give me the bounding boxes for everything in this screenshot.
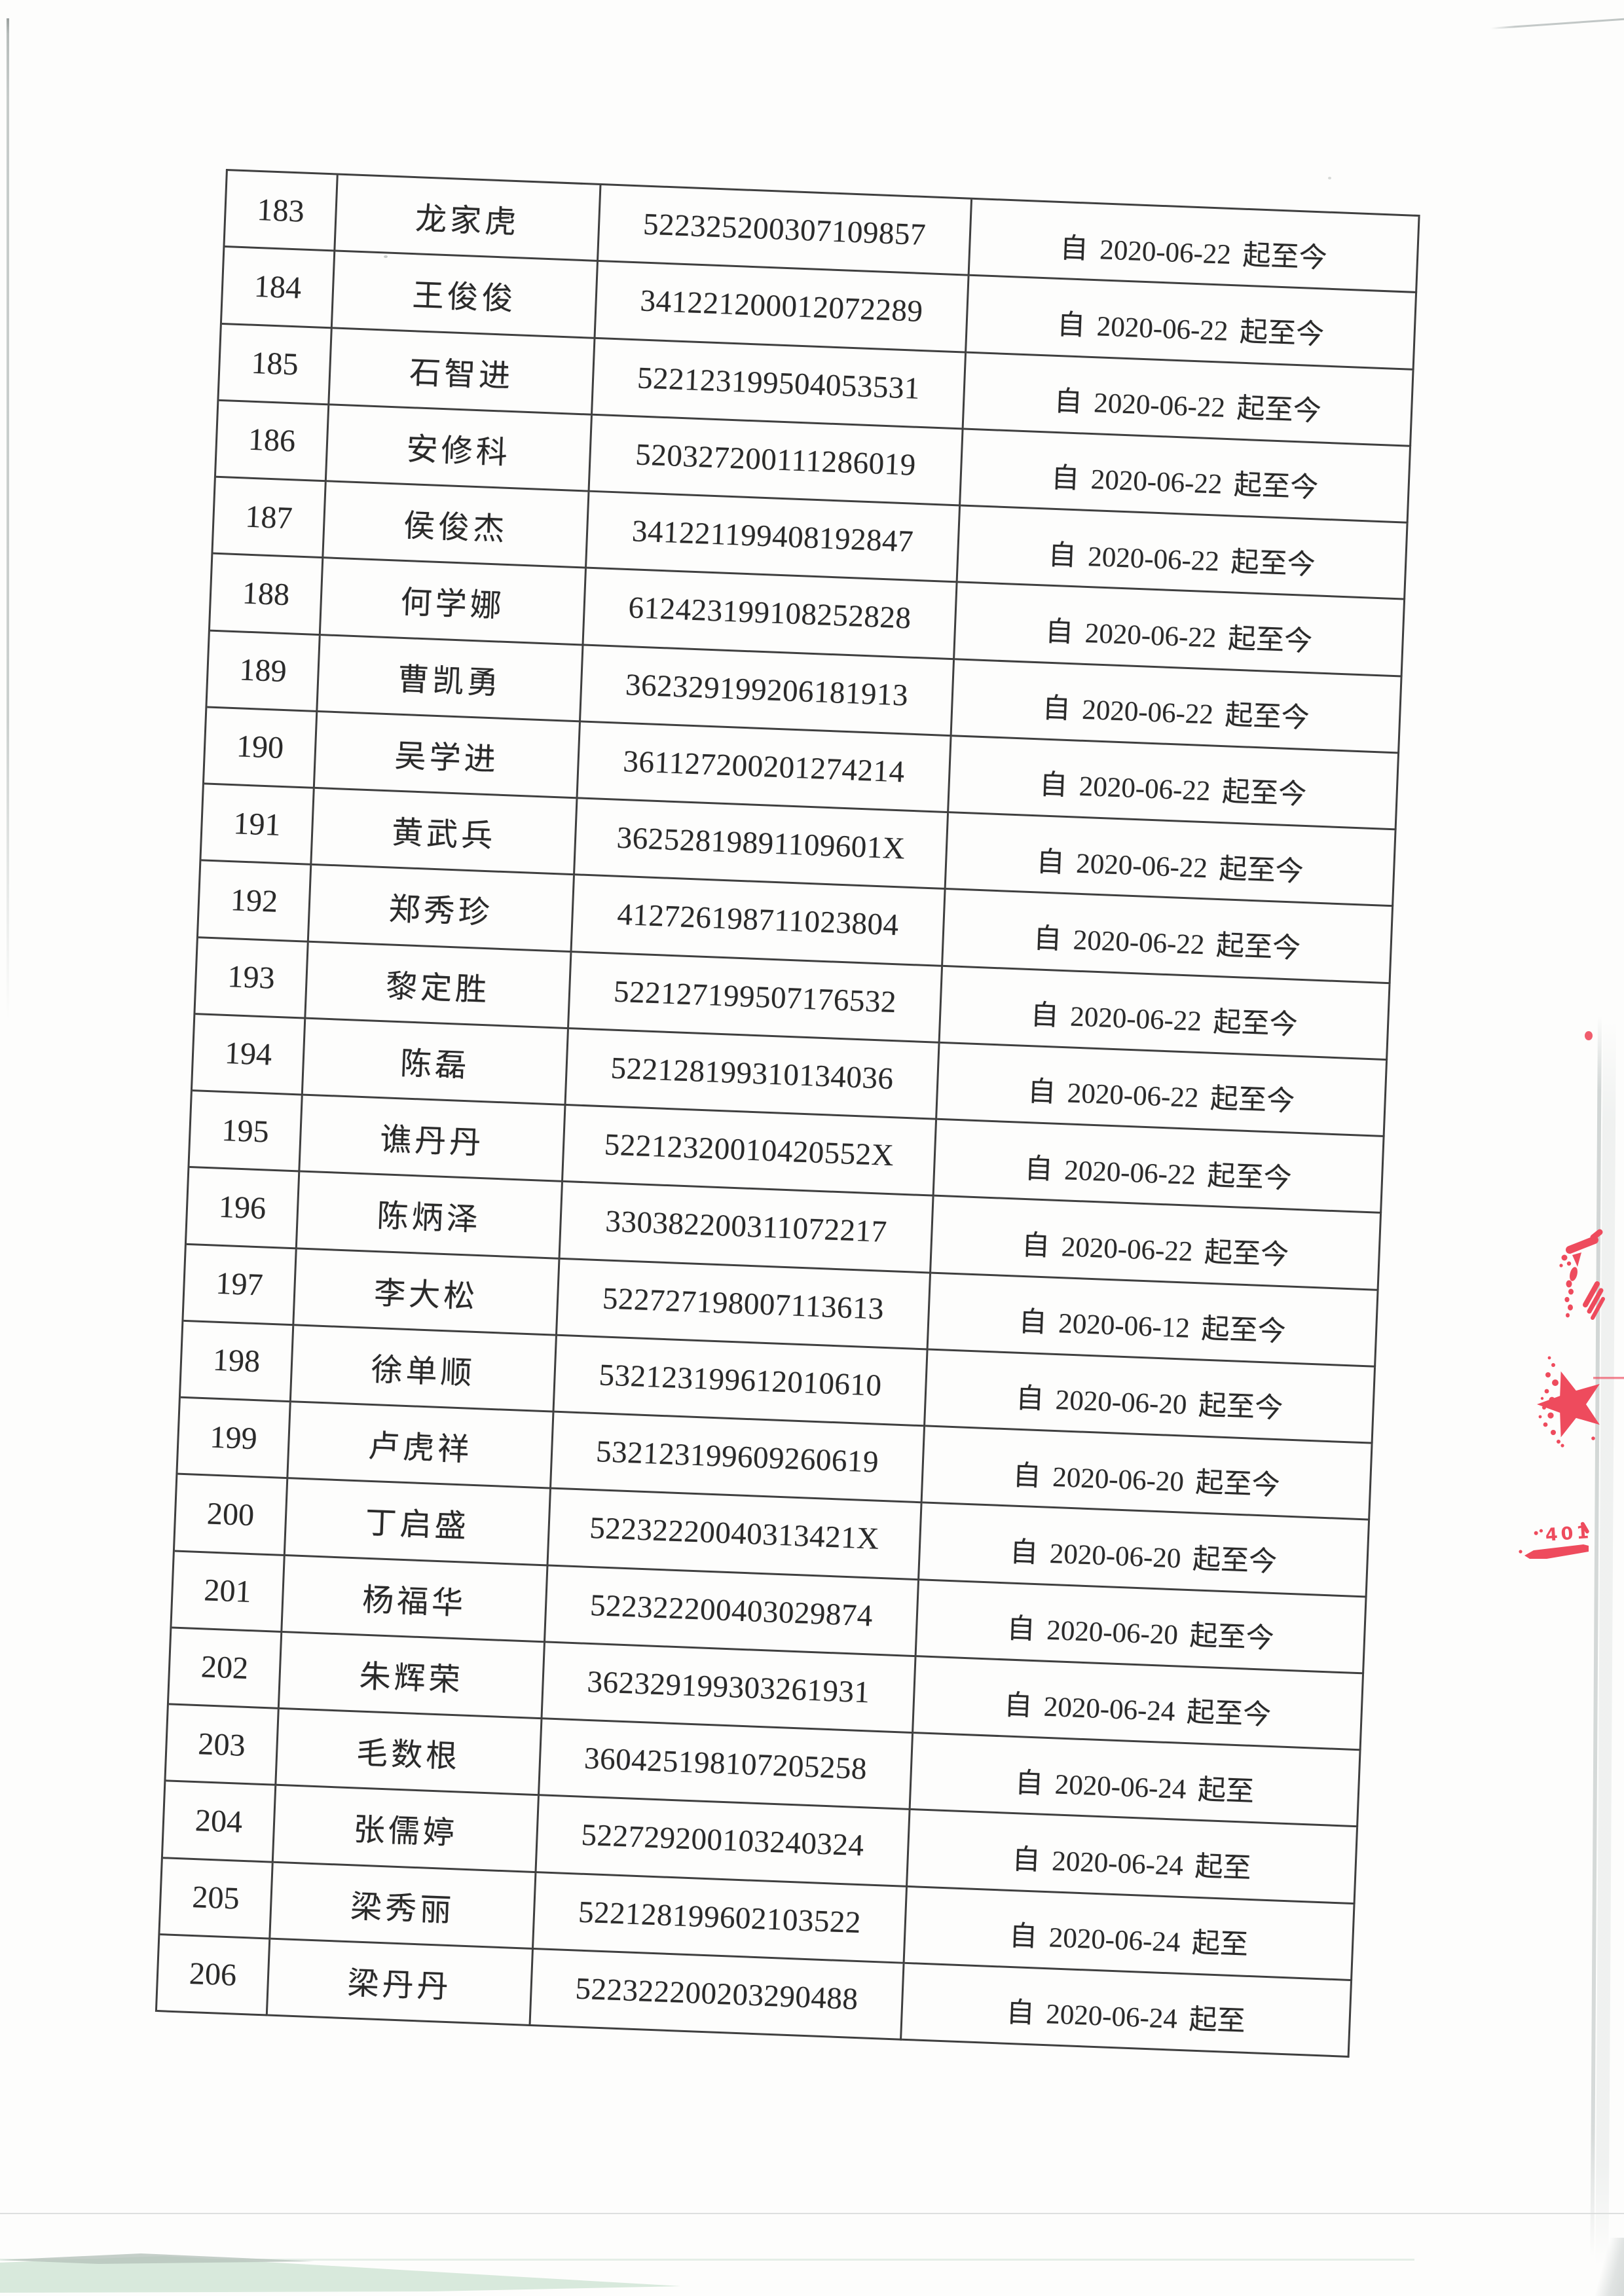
cell-name: 石智进 xyxy=(329,328,596,416)
seal-star xyxy=(1537,1356,1600,1448)
cell-row-number: 192 xyxy=(198,861,312,943)
cell-row-number: 184 xyxy=(221,247,336,329)
cell-id-number: 522729200103240324 xyxy=(536,1796,911,1887)
cell-row-number: 206 xyxy=(157,1935,271,2016)
cell-name: 丁启盛 xyxy=(285,1479,551,1566)
cell-name: 梁秀丽 xyxy=(270,1863,537,1950)
cell-row-number: 193 xyxy=(195,938,309,1019)
cell-row-number: 199 xyxy=(177,1398,291,1480)
cell-name: 毛数根 xyxy=(276,1709,543,1796)
roster-grid: 183 龙家虎 522325200307109857 自 2020-06-22 … xyxy=(155,169,1420,2058)
cell-name: 张儒婷 xyxy=(273,1786,540,1873)
cell-name: 龙家虎 xyxy=(335,175,602,263)
cell-name: 安修科 xyxy=(326,405,593,492)
cell-name: 何学娜 xyxy=(320,558,587,646)
cell-row-number: 198 xyxy=(180,1321,295,1403)
cell-name: 卢虎祥 xyxy=(288,1402,555,1489)
cell-name: 朱辉荣 xyxy=(279,1632,545,1720)
cell-id-number: 522325200307109857 xyxy=(598,185,973,276)
seal-scan-line xyxy=(1593,1377,1624,1379)
cell-id-number: 520327200111286019 xyxy=(589,415,964,507)
scan-artifact-bottom-right-shadow xyxy=(1590,2238,1624,2296)
scan-dust-speck xyxy=(384,255,388,258)
cell-name: 李大松 xyxy=(294,1248,561,1336)
cell-id-number: 522128199602103522 xyxy=(533,1872,908,1964)
cell-name: 曹凯勇 xyxy=(318,635,584,723)
cell-id-number: 522123199504053531 xyxy=(592,338,967,430)
cell-id-number: 522322200403029874 xyxy=(545,1565,920,1657)
scan-artifact-green-streak xyxy=(0,2253,1414,2293)
cell-name: 徐单顺 xyxy=(291,1326,557,1413)
cell-row-number: 185 xyxy=(219,324,333,406)
cell-id-number: 522127199507176532 xyxy=(568,952,944,1044)
cell-name: 梁丹丹 xyxy=(267,1939,534,2026)
cell-row-number: 187 xyxy=(213,477,327,559)
cell-id-number: 532123199612010610 xyxy=(554,1336,929,1427)
cell-name: 谯丹丹 xyxy=(300,1095,566,1183)
cell-name: 侯俊杰 xyxy=(323,482,590,569)
cell-name: 杨福华 xyxy=(282,1556,549,1643)
cell-row-number: 191 xyxy=(201,784,315,866)
cell-row-number: 205 xyxy=(160,1858,274,1940)
cell-id-number: 412726198711023804 xyxy=(572,875,946,967)
cell-name: 王俊俊 xyxy=(332,251,599,339)
cell-id-number: 362329199206181913 xyxy=(580,646,955,737)
cell-name: 黄武兵 xyxy=(312,788,578,876)
cell-id-number: 341221199408192847 xyxy=(586,492,961,583)
seal-ring-fragment xyxy=(1519,1544,1589,1559)
cell-name: 黎定胜 xyxy=(306,942,572,1029)
cell-id-number: 52232220040313421X xyxy=(548,1489,923,1580)
cell-row-number: 202 xyxy=(168,1628,283,1709)
cell-id-number: 522128199310134036 xyxy=(566,1029,940,1120)
cell-row-number: 200 xyxy=(174,1474,289,1556)
cell-name: 吴学进 xyxy=(314,712,581,799)
cell-name: 陈炳泽 xyxy=(297,1172,563,1260)
seal-serial-number: 401 xyxy=(1534,1522,1593,1546)
cell-row-number: 190 xyxy=(204,708,318,789)
cell-id-number: 361127200201274214 xyxy=(578,722,952,814)
cell-id-number: 52212320010420552X xyxy=(563,1105,938,1197)
roster-table: 183 龙家虎 522325200307109857 自 2020-06-22 … xyxy=(155,169,1420,2058)
cell-row-number: 201 xyxy=(172,1552,286,1633)
cell-row-number: 188 xyxy=(210,554,324,636)
cell-row-number: 189 xyxy=(207,631,321,712)
scan-artifact-left-line xyxy=(7,18,9,1020)
seal-ink-dot xyxy=(1585,1031,1593,1040)
cell-id-number: 532123199609260619 xyxy=(551,1412,926,1504)
seal-character-strokes xyxy=(1559,1229,1605,1320)
cell-row-number: 194 xyxy=(192,1014,306,1096)
cell-id-number: 522322200203290488 xyxy=(530,1949,905,2041)
cell-validity-period: 自 2020-06-24 起至 xyxy=(902,1963,1353,2058)
cell-id-number: 362329199303261931 xyxy=(542,1643,917,1734)
cell-row-number: 197 xyxy=(183,1245,297,1326)
cell-id-number: 330382200311072217 xyxy=(560,1182,934,1274)
cell-name: 郑秀珍 xyxy=(308,866,575,953)
cell-id-number: 341221200012072289 xyxy=(595,262,970,354)
cell-row-number: 195 xyxy=(189,1091,303,1173)
cell-row-number: 186 xyxy=(215,401,330,483)
cell-row-number: 203 xyxy=(166,1705,280,1787)
cell-id-number: 522727198007113613 xyxy=(557,1259,932,1351)
cell-name: 陈磊 xyxy=(303,1019,569,1106)
cell-id-number: 36252819891109601X xyxy=(574,799,950,890)
scan-dust-speck xyxy=(1328,177,1331,179)
cell-row-number: 196 xyxy=(186,1168,301,1249)
cell-row-number: 183 xyxy=(225,171,339,252)
scan-artifact-top-right-page-edge xyxy=(1490,18,1624,29)
scan-artifact-bottom-line xyxy=(0,2213,1624,2214)
cell-row-number: 204 xyxy=(162,1781,277,1863)
official-seal-fragment: 401 xyxy=(1519,1031,1624,1559)
cell-id-number: 360425198107205258 xyxy=(539,1719,914,1811)
cell-id-number: 612423199108252828 xyxy=(583,568,958,660)
